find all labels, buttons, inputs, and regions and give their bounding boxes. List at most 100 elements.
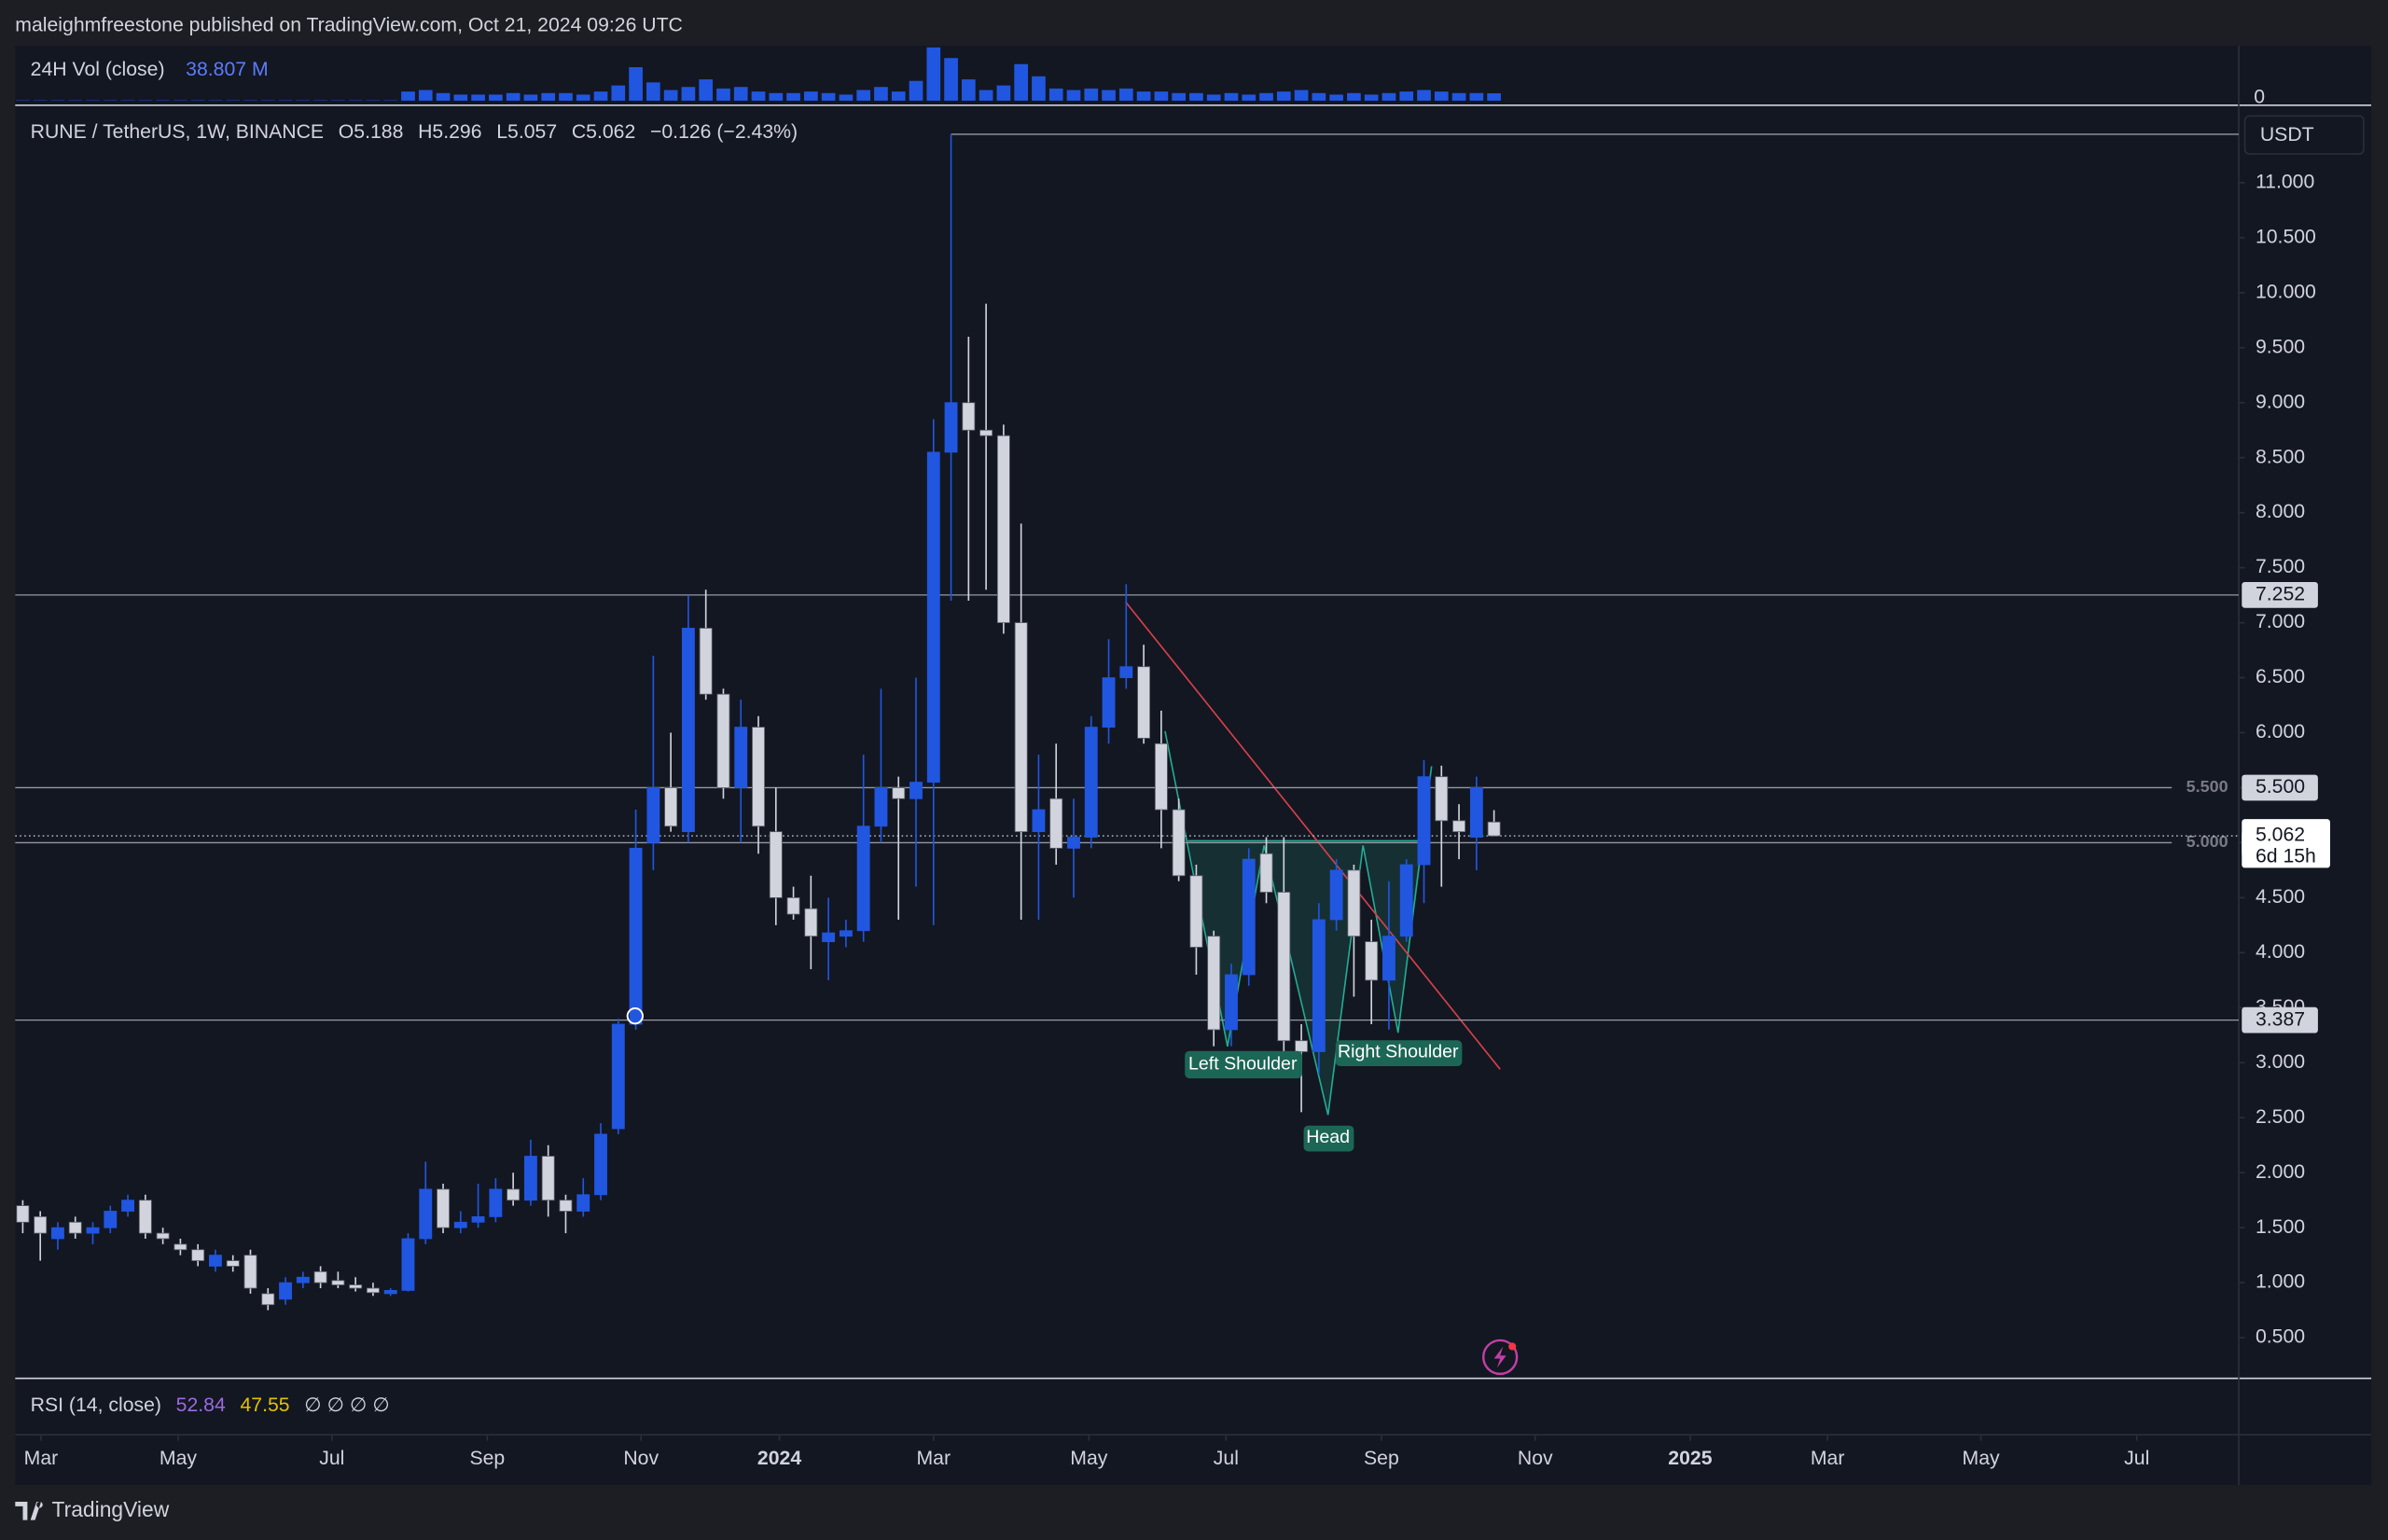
- volume-bar: [1259, 92, 1273, 101]
- candle-body: [1312, 919, 1326, 1052]
- volume-bar: [436, 92, 451, 101]
- candle-body: [331, 1280, 345, 1285]
- x-tick-label: 2024: [757, 1448, 801, 1469]
- candle-body: [1137, 666, 1151, 739]
- volume-bar: [961, 79, 976, 101]
- alert-icon[interactable]: [1481, 1339, 1519, 1376]
- volume-bar: [1399, 91, 1414, 101]
- last-price-box: [2242, 819, 2330, 868]
- candle-body: [121, 1200, 134, 1212]
- x-tick-label: Jul: [2124, 1448, 2149, 1469]
- y-tick-label: 4.000: [2256, 941, 2305, 963]
- volume-bar: [751, 91, 766, 101]
- volume-bar: [926, 47, 941, 101]
- volume-bar: [489, 94, 503, 101]
- x-tick-label: Sep: [469, 1448, 505, 1469]
- candle-body: [1452, 820, 1466, 833]
- candle-body: [437, 1188, 450, 1228]
- candle-body: [734, 727, 748, 788]
- volume-bar: [803, 91, 818, 101]
- volume-bar: [786, 92, 800, 101]
- volume-bar: [1469, 92, 1484, 101]
- candle-body: [962, 402, 976, 431]
- pattern-label-box: [1335, 1040, 1463, 1067]
- volume-bar: [1487, 93, 1501, 101]
- rsi-extra: ∅ ∅ ∅ ∅: [304, 1394, 390, 1416]
- y-tick-label: 1.500: [2256, 1216, 2305, 1238]
- y-tick-label: 3.000: [2256, 1051, 2305, 1073]
- y-tick-label: 4.500: [2256, 886, 2305, 908]
- volume-bar: [874, 87, 888, 101]
- candle-body: [979, 429, 993, 437]
- volume-bar: [1102, 90, 1116, 101]
- volume-bar: [1066, 90, 1081, 101]
- currency[interactable]: USDT: [2260, 124, 2314, 146]
- x-tick-label: Mar: [917, 1448, 951, 1469]
- candle-body: [1242, 858, 1256, 976]
- x-tick-label: May: [160, 1448, 197, 1469]
- level-label: 5.500: [2187, 777, 2228, 796]
- candle-body: [279, 1282, 292, 1300]
- candle-body: [1189, 875, 1203, 948]
- currency-box[interactable]: [2243, 115, 2365, 155]
- candle-body: [51, 1227, 64, 1240]
- candle-body: [419, 1188, 433, 1240]
- candle-body: [576, 1194, 590, 1212]
- candle-body: [1399, 864, 1413, 937]
- x-tick-label: Mar: [24, 1448, 59, 1469]
- candle-body: [366, 1287, 380, 1294]
- candle-body: [191, 1249, 205, 1261]
- countdown: 6d 15h: [2256, 846, 2316, 867]
- candle-body: [261, 1293, 275, 1306]
- last-price-label: 5.062: [2256, 825, 2305, 846]
- candle-body: [1172, 809, 1186, 877]
- candle-body: [1487, 821, 1501, 837]
- volume-bar: [1451, 92, 1466, 101]
- candle-body: [1469, 787, 1483, 838]
- candle-body: [1225, 974, 1238, 1031]
- candle-body: [1347, 869, 1361, 937]
- candle-body: [926, 451, 940, 783]
- volume-bar: [979, 90, 993, 101]
- header: maleighmfreestone published on TradingVi…: [15, 15, 683, 36]
- candle-body: [1277, 892, 1291, 1042]
- volume-bar: [716, 88, 730, 101]
- y-tick-label: 1.000: [2256, 1271, 2305, 1293]
- rsi-title: RSI (14, close): [31, 1394, 161, 1416]
- volume-bar: [1417, 90, 1431, 101]
- candle-body: [541, 1156, 555, 1201]
- candle-body: [1435, 776, 1449, 822]
- volume-bar: [1434, 91, 1449, 101]
- x-tick-label: Jul: [1214, 1448, 1239, 1469]
- x-tick-label: 2025: [1668, 1448, 1712, 1469]
- volume-bar: [1276, 91, 1291, 101]
- candle-body: [68, 1221, 82, 1234]
- x-tick-label: Nov: [1518, 1448, 1553, 1469]
- volume-bar: [681, 87, 696, 101]
- volume-bar: [1381, 92, 1396, 101]
- volume-bar: [541, 92, 556, 101]
- cursor-icon: [626, 1007, 644, 1025]
- price-label-box: [2242, 581, 2318, 608]
- x-tick-label: May: [1070, 1448, 1107, 1469]
- legend: RUNE / TetherUS, 1W, BINANCE O5.188 H5.2…: [31, 121, 798, 143]
- pattern-label: Left Shoulder: [1188, 1054, 1298, 1075]
- candle-body: [1014, 622, 1028, 833]
- volume-title: 24H Vol (close): [31, 59, 165, 80]
- candle-body: [349, 1284, 363, 1289]
- candle-body: [752, 727, 765, 827]
- candle-body: [594, 1133, 607, 1196]
- volume-bar: [629, 67, 643, 101]
- volume-bar: [891, 91, 906, 101]
- candle-body: [1207, 936, 1221, 1031]
- candle-body: [523, 1156, 537, 1201]
- candle-body: [839, 930, 853, 937]
- volume-bar: [559, 92, 573, 101]
- volume-axis-label: 0: [2254, 86, 2265, 107]
- volume-bar: [523, 94, 538, 101]
- y-tick-label: 8.500: [2256, 446, 2305, 467]
- y-tick-label: 9.000: [2256, 391, 2305, 412]
- candle-body: [489, 1188, 503, 1217]
- candle-body: [664, 787, 678, 827]
